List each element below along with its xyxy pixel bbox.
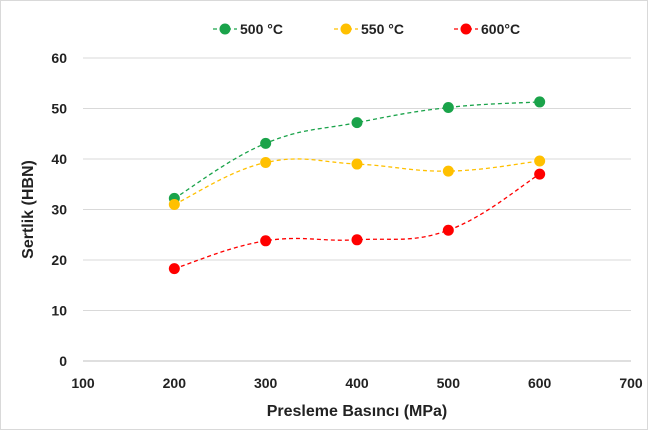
y-tick-labels: 0 10 20 30 40 50 60	[51, 50, 67, 369]
legend-entry-600: 600°C	[454, 21, 520, 37]
legend-marker	[340, 23, 352, 35]
x-tick-label: 700	[619, 375, 643, 391]
y-tick-label: 10	[51, 303, 67, 319]
data-point-500	[351, 117, 363, 129]
x-tick-label: 500	[437, 375, 461, 391]
y-axis-title: Sertlik (HBN)	[20, 160, 37, 259]
series-550	[168, 155, 546, 210]
legend-entry-550: 550 °C	[334, 21, 404, 37]
y-tick-label: 40	[51, 151, 67, 167]
x-tick-labels: 100 200 300 400 500 600 700	[71, 375, 643, 391]
x-axis-title: Presleme Basıncı (MPa)	[267, 403, 448, 420]
data-point-600	[442, 224, 454, 236]
series-500	[168, 96, 546, 204]
data-point-600	[351, 234, 363, 246]
legend-label: 500 °C	[240, 21, 283, 37]
y-tick-label: 20	[51, 252, 67, 268]
data-point-500	[260, 137, 272, 149]
data-point-550	[260, 157, 272, 169]
series-600	[168, 168, 546, 275]
data-point-550	[534, 155, 546, 167]
x-tick-label: 200	[163, 375, 187, 391]
legend-entry-500: 500 °C	[213, 21, 283, 37]
series-line-600	[174, 173, 541, 270]
series-line-500	[173, 101, 540, 199]
legend-marker	[460, 23, 472, 35]
x-tick-label: 300	[254, 375, 278, 391]
data-point-500	[534, 96, 546, 108]
legend-label: 600°C	[481, 21, 520, 37]
x-tick-label: 600	[528, 375, 552, 391]
data-point-500	[442, 101, 454, 113]
y-tick-label: 50	[51, 101, 67, 117]
data-point-600	[260, 235, 272, 247]
y-tick-label: 0	[59, 353, 67, 369]
data-point-550	[351, 158, 363, 170]
gridlines	[83, 57, 631, 362]
legend-label: 550 °C	[361, 21, 404, 37]
legend: 500 °C 550 °C 600°C	[213, 21, 520, 37]
data-point-550	[168, 198, 180, 210]
x-tick-label: 100	[71, 375, 95, 391]
data-point-600	[534, 168, 546, 180]
series-group	[168, 96, 546, 275]
x-tick-label: 400	[345, 375, 369, 391]
y-tick-label: 30	[51, 202, 67, 218]
data-point-550	[442, 165, 454, 177]
y-tick-label: 60	[51, 50, 67, 66]
data-point-600	[168, 263, 180, 275]
legend-marker	[219, 23, 231, 35]
